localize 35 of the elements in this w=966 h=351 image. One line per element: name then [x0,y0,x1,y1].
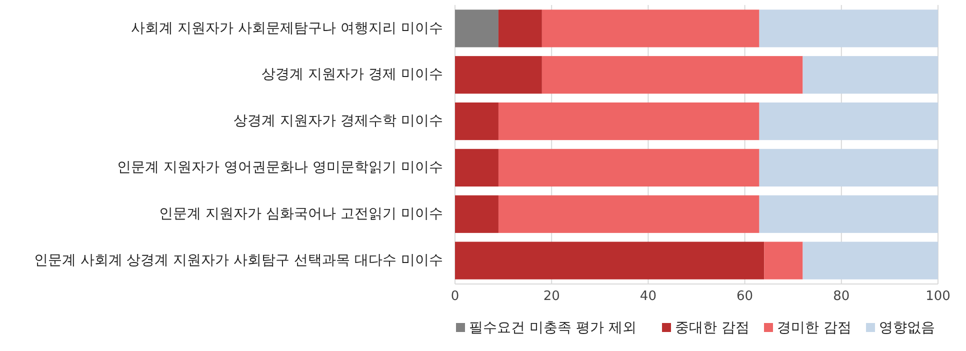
bar [498,10,542,48]
bar [542,56,803,94]
bar [759,148,938,187]
x-tick-label: 60 [736,289,754,304]
bar [455,242,764,280]
bar [455,148,498,187]
x-tick-label: 0 [450,289,460,304]
x-tick-label: 40 [640,289,656,304]
bar [455,10,498,48]
y-tick-label: 상경계 지원자가 경제수학 미이수 [234,113,443,130]
bar [498,148,760,187]
bar [455,56,542,94]
bar [542,10,760,48]
bar [455,195,498,233]
bar [764,242,803,280]
y-tick-label: 인문계 지원자가 심화국어나 고전읽기 미이수 [159,206,443,222]
legend-label: 중대한 감점 [675,320,750,336]
bar [802,242,938,280]
legend-label: 영향없음 [879,320,935,336]
y-tick-label: 상경계 지원자가 경제 미이수 [262,66,443,83]
x-tick-label: 80 [833,289,850,304]
y-tick-label: 사회계 지원자가 사회문제탐구나 여행지리 미이수 [131,20,443,36]
bar [759,102,938,140]
y-tick-label: 인문계 지원자가 영어권문화나 영미문학읽기 미이수 [117,160,443,176]
bar [455,102,498,140]
bar [759,195,938,233]
legend-label: 경미한 감점 [777,320,852,336]
bar [498,102,760,140]
bar [759,10,938,48]
x-tick-label: 20 [543,289,560,304]
y-tick-label: 인문계 사회계 상경계 지원자가 사회탐구 선택과목 대다수 미이수 [34,252,443,268]
bar [802,56,938,94]
bar [498,195,760,233]
legend-label: 필수요건 미충족 평가 제외 [469,320,636,336]
x-tick-label: 100 [926,289,950,304]
